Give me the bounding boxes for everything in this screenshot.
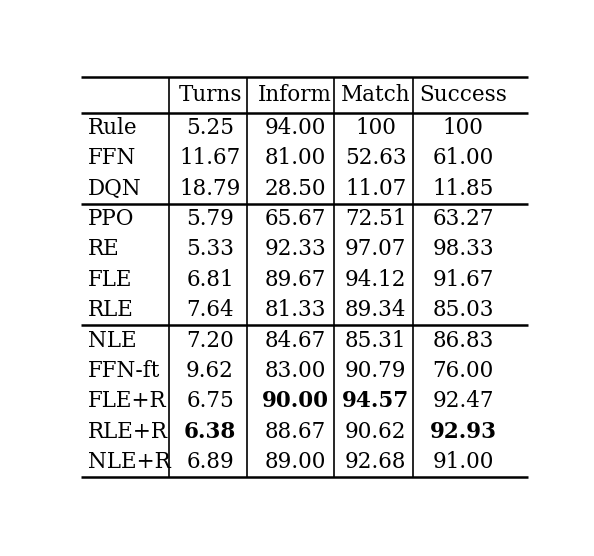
Text: 85.03: 85.03 [432, 299, 494, 321]
Text: 89.00: 89.00 [264, 451, 326, 473]
Text: 5.79: 5.79 [186, 208, 234, 230]
Text: 63.27: 63.27 [432, 208, 494, 230]
Text: 90.00: 90.00 [262, 390, 328, 413]
Text: 11.85: 11.85 [432, 177, 494, 200]
Text: 90.79: 90.79 [345, 360, 406, 382]
Text: 5.33: 5.33 [186, 239, 234, 260]
Text: 52.63: 52.63 [345, 147, 406, 169]
Text: NLE+R: NLE+R [88, 451, 171, 473]
Text: 90.62: 90.62 [345, 421, 406, 443]
Text: 72.51: 72.51 [345, 208, 406, 230]
Text: RLE: RLE [88, 299, 134, 321]
Text: 9.62: 9.62 [186, 360, 234, 382]
Text: 11.07: 11.07 [345, 177, 406, 200]
Text: 97.07: 97.07 [345, 239, 406, 260]
Text: RLE+R: RLE+R [88, 421, 168, 443]
Text: 92.47: 92.47 [432, 390, 494, 413]
Text: 94.57: 94.57 [342, 390, 409, 413]
Text: Success: Success [419, 84, 507, 106]
Text: 89.67: 89.67 [264, 269, 326, 291]
Text: 6.81: 6.81 [187, 269, 234, 291]
Text: FFN-ft: FFN-ft [88, 360, 160, 382]
Text: 92.68: 92.68 [345, 451, 406, 473]
Text: 89.34: 89.34 [345, 299, 406, 321]
Text: 100: 100 [443, 117, 484, 139]
Text: 6.75: 6.75 [186, 390, 234, 413]
Text: 83.00: 83.00 [264, 360, 326, 382]
Text: FLE+R: FLE+R [88, 390, 167, 413]
Text: 28.50: 28.50 [264, 177, 326, 200]
Text: 91.00: 91.00 [432, 451, 494, 473]
Text: 94.00: 94.00 [264, 117, 326, 139]
Text: FLE: FLE [88, 269, 132, 291]
Text: NLE: NLE [88, 330, 137, 351]
Text: 84.67: 84.67 [264, 330, 326, 351]
Text: 61.00: 61.00 [432, 147, 494, 169]
Text: RE: RE [88, 239, 120, 260]
Text: 18.79: 18.79 [179, 177, 241, 200]
Text: Match: Match [341, 84, 410, 106]
Text: 94.12: 94.12 [345, 269, 406, 291]
Text: 91.67: 91.67 [432, 269, 494, 291]
Text: 6.89: 6.89 [186, 451, 234, 473]
Text: 92.93: 92.93 [429, 421, 497, 443]
Text: 86.83: 86.83 [432, 330, 494, 351]
Text: 81.33: 81.33 [264, 299, 326, 321]
Text: 98.33: 98.33 [432, 239, 494, 260]
Text: 11.67: 11.67 [179, 147, 241, 169]
Text: 81.00: 81.00 [264, 147, 326, 169]
Text: 5.25: 5.25 [186, 117, 234, 139]
Text: PPO: PPO [88, 208, 135, 230]
Text: DQN: DQN [88, 177, 142, 200]
Text: 65.67: 65.67 [264, 208, 326, 230]
Text: Rule: Rule [88, 117, 138, 139]
Text: 6.38: 6.38 [184, 421, 236, 443]
Text: 88.67: 88.67 [264, 421, 326, 443]
Text: 92.33: 92.33 [264, 239, 326, 260]
Text: Turns: Turns [178, 84, 242, 106]
Text: FFN: FFN [88, 147, 137, 169]
Text: 85.31: 85.31 [345, 330, 406, 351]
Text: Inform: Inform [258, 84, 332, 106]
Text: 76.00: 76.00 [432, 360, 494, 382]
Text: 100: 100 [355, 117, 396, 139]
Text: 7.64: 7.64 [187, 299, 234, 321]
Text: 7.20: 7.20 [186, 330, 234, 351]
